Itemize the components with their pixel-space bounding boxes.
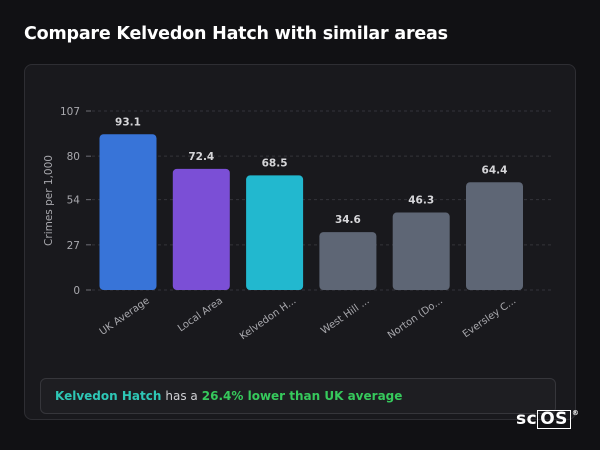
bar-value-label: 93.1 bbox=[115, 116, 141, 128]
x-tick-label: Eversley C... bbox=[461, 295, 518, 340]
bars bbox=[99, 134, 523, 290]
x-tick-label: Kelvedon H... bbox=[238, 295, 298, 342]
y-tick-label: 80 bbox=[67, 151, 80, 163]
y-tick-label: 0 bbox=[73, 285, 80, 297]
bar bbox=[392, 212, 450, 290]
bar bbox=[99, 134, 157, 290]
bar bbox=[466, 182, 523, 290]
y-axis-label: Crimes per 1,000 bbox=[43, 155, 55, 246]
bar bbox=[172, 168, 230, 290]
bar-value-label: 68.5 bbox=[262, 157, 288, 169]
labels: 93.1 UK Average 72.4 Local Area 68.5 Kelvedon… bbox=[98, 116, 518, 342]
logo-boxed: OS bbox=[537, 410, 571, 429]
bar bbox=[246, 175, 304, 290]
bar-value-label: 34.6 bbox=[335, 214, 361, 226]
bar-value-label: 46.3 bbox=[408, 195, 434, 207]
x-tick-label: Local Area bbox=[176, 295, 225, 334]
bar-value-label: 72.4 bbox=[188, 151, 214, 163]
page-title: Compare Kelvedon Hatch with similar area… bbox=[24, 24, 448, 44]
logo-registered-mark: ® bbox=[571, 409, 580, 417]
summary-banner: Kelvedon Hatch has a 26.4% lower than UK… bbox=[40, 378, 556, 414]
y-tick-label: 54 bbox=[67, 195, 81, 207]
y-tick-label: 27 bbox=[67, 240, 80, 252]
x-tick-label: Norton (Do... bbox=[386, 295, 445, 341]
bar bbox=[319, 232, 377, 290]
y-tick-label: 107 bbox=[60, 106, 80, 118]
x-tick-label: West Hill ... bbox=[319, 295, 371, 336]
y-axis: 0 27 54 80 107 Crimes per 1,000 bbox=[43, 106, 91, 297]
logo-prefix: sc bbox=[516, 409, 538, 429]
summary-comparison: 26.4% lower than UK average bbox=[201, 389, 403, 403]
summary-area: Kelvedon Hatch bbox=[55, 389, 162, 403]
bar-value-label: 64.4 bbox=[482, 164, 508, 176]
x-tick-label: UK Average bbox=[98, 295, 152, 337]
scos-logo: sc OS ® bbox=[516, 409, 579, 429]
summary-middle: has a bbox=[165, 389, 198, 403]
